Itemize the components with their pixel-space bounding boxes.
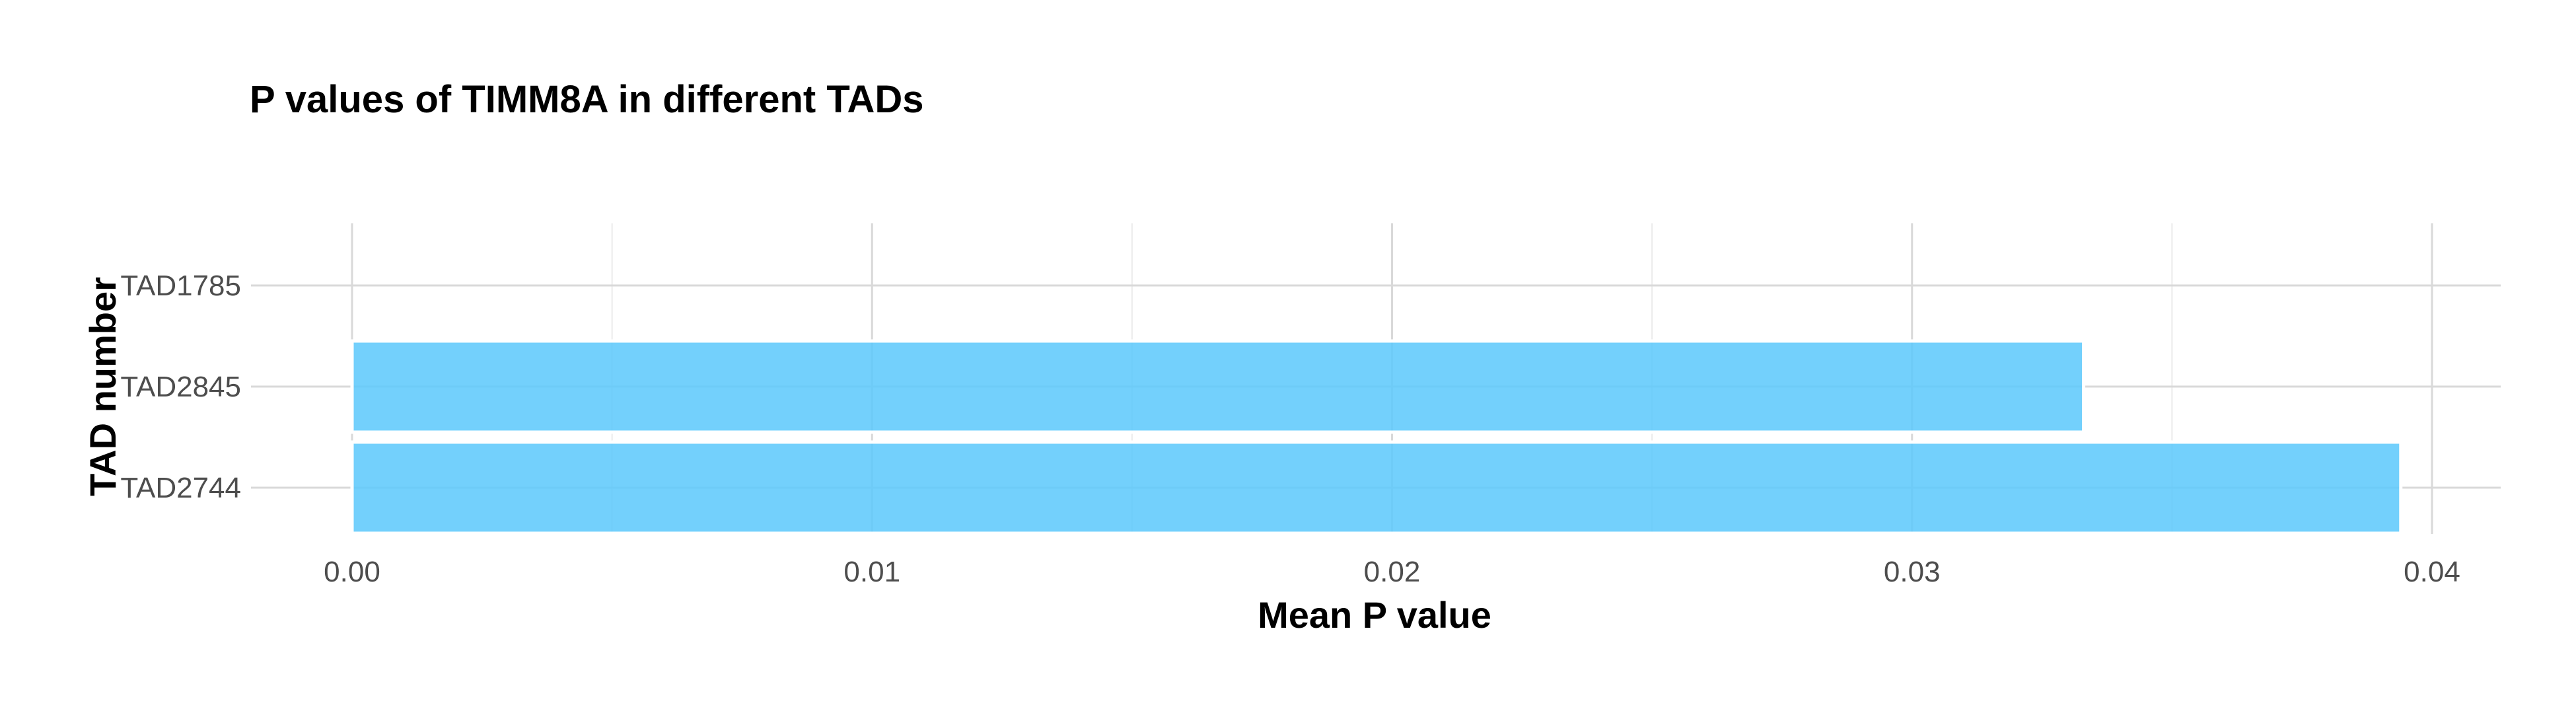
bar-tad2744 (350, 440, 2403, 535)
x-tick-label: 0.04 (2404, 556, 2460, 588)
bar-tad2845 (350, 339, 2086, 434)
x-tick-label: 0.03 (1884, 556, 1941, 588)
y-tick-label: TAD1785 (120, 270, 241, 302)
y-axis-title: TAD number (82, 277, 124, 496)
x-tick-label: 0.00 (324, 556, 380, 588)
chart-title: P values of TIMM8A in different TADs (250, 78, 924, 121)
bars (350, 339, 2403, 535)
y-tick-label: TAD2845 (120, 371, 241, 403)
x-axis-title: Mean P value (1258, 594, 1491, 636)
y-tick-labels: TAD1785 TAD2845 TAD2744 (120, 270, 241, 504)
x-tick-label: 0.02 (1364, 556, 1421, 588)
y-tick-label: TAD2744 (120, 472, 241, 504)
x-tick-labels: 0.00 0.01 0.02 0.03 0.04 (324, 556, 2460, 588)
x-tick-label: 0.01 (843, 556, 900, 588)
